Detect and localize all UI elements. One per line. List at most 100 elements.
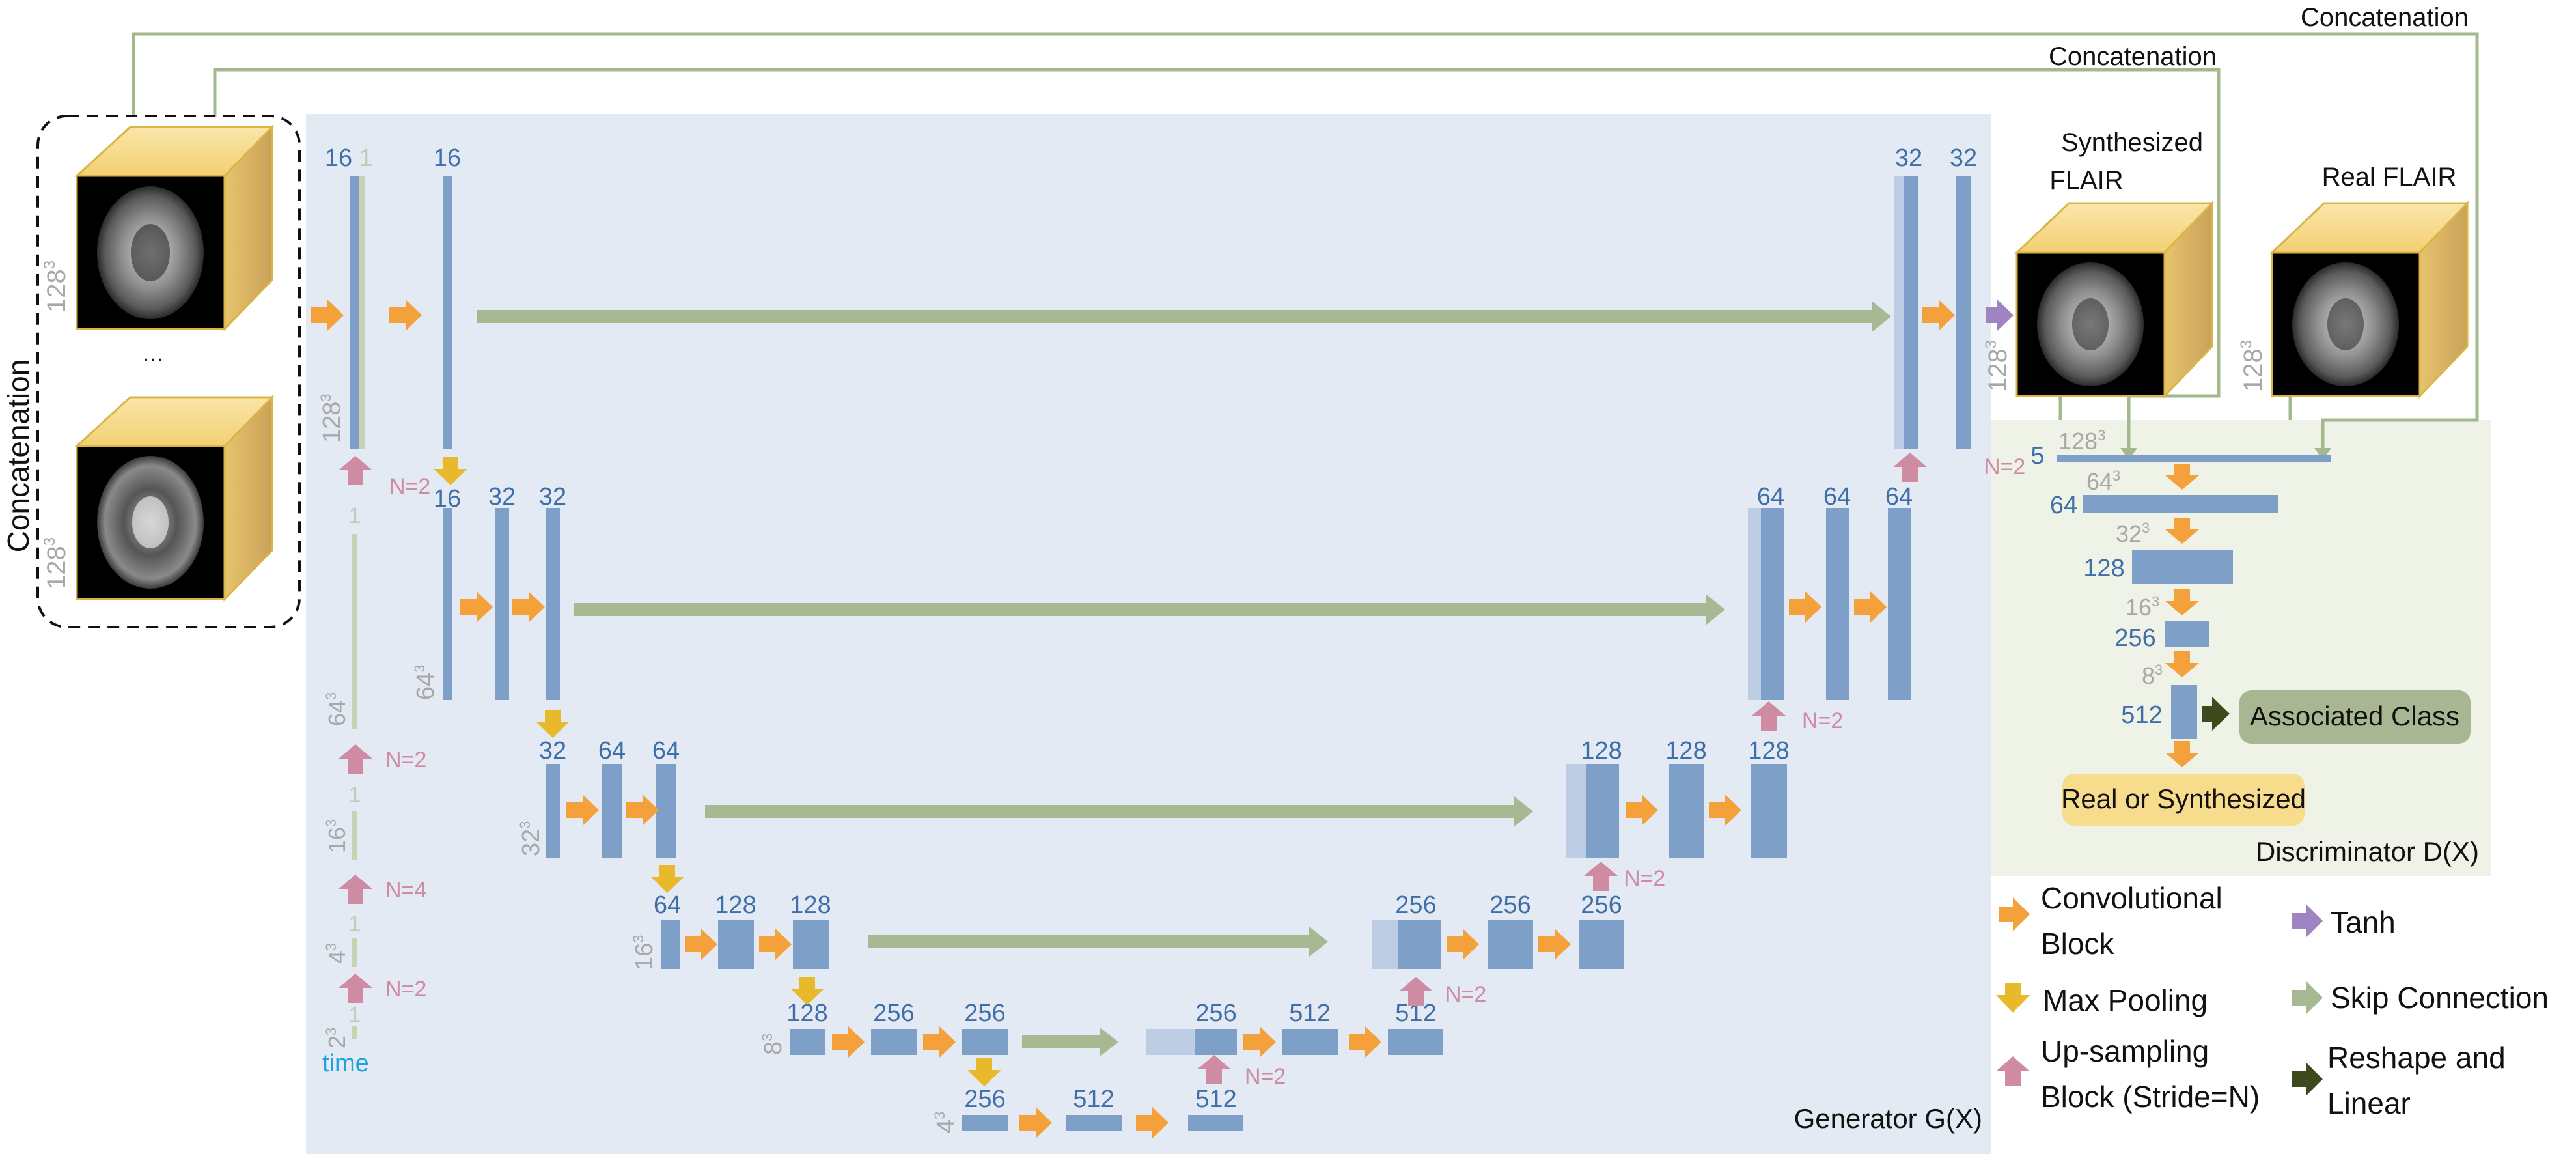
legend-reshape-line2: Linear [2327, 1086, 2411, 1120]
real-flair-label: Real FLAIR [2322, 163, 2457, 191]
disc1-size: 1283 [2058, 427, 2105, 455]
disc2-channels: 64 [2050, 492, 2077, 519]
synthesized-label-line2: FLAIR [2049, 166, 2123, 195]
dec3-features [1566, 764, 1787, 858]
upsample-stride-dec2: N=2 [1984, 455, 2025, 479]
concatenation-connectors [132, 32, 2479, 456]
disc3-size: 323 [2116, 520, 2150, 547]
input-group-frame [36, 115, 301, 628]
disc4-size: 163 [2126, 593, 2159, 621]
time-label: time [322, 1050, 369, 1077]
generator-label: Generator G(X) [1794, 1103, 1982, 1134]
enc3b-channels: 64 [598, 737, 626, 765]
enc4c-channels: 128 [790, 892, 831, 919]
dec1a-channels: 32 [1895, 145, 1922, 172]
upsample-stride-dec4: N=2 [1624, 866, 1665, 891]
enc5b-channels: 256 [873, 1000, 914, 1027]
real-flair-cube [2269, 201, 2470, 399]
dec1b-channels: 32 [1950, 145, 1977, 172]
dec3b-channels: 128 [1665, 737, 1706, 765]
enc5c-channels: 256 [964, 1000, 1005, 1027]
enc5-features [790, 1029, 1008, 1055]
enc2-features [352, 508, 560, 729]
enc3-features [546, 764, 676, 858]
synthesized-label-line1: Synthesized [2061, 128, 2203, 157]
time-d-size: 23 [323, 1028, 350, 1048]
legend-tanh-icon [2292, 904, 2323, 938]
upsample-stride-dec-bott: N=2 [1245, 1064, 1286, 1089]
dec1-features [1894, 176, 1971, 449]
tanh-arrow [1986, 300, 2014, 331]
legend-maxpool-icon [1996, 983, 2030, 1013]
time-c-size: 43 [323, 943, 350, 964]
upsample-stride-gen-first: N=2 [389, 474, 430, 499]
concat-label-top: Concatenation [2301, 3, 2469, 32]
dec2b-channels: 64 [1823, 483, 1851, 511]
upsample-stride-dec5: N=2 [1445, 982, 1486, 1007]
time-a-size: 643 [323, 692, 350, 726]
disc5-size: 83 [2142, 662, 2163, 689]
real-cube-size: 1283 [2237, 340, 2267, 392]
enc4b-channels: 128 [715, 892, 756, 919]
legend-skip-icon [2292, 981, 2323, 1015]
enc3c-channels: 64 [652, 737, 680, 765]
conv-arrows [311, 300, 2199, 1138]
real-or-synthesized-label: Real or Synthesized [2061, 783, 2306, 814]
input-cube-2 [74, 395, 275, 602]
real-or-synthesized-box [2062, 774, 2305, 826]
enc1a-channels: 16 [325, 145, 352, 172]
disc5-channels: 512 [2121, 701, 2162, 729]
associated-class-box [2239, 690, 2471, 744]
dec3c-channels: 128 [1748, 737, 1789, 765]
upsample-stride-dec3: N=2 [1802, 709, 1843, 733]
enc2a-channels: 16 [434, 485, 461, 513]
enc1c-channels: 16 [434, 145, 461, 172]
dec4a-channels: 256 [1395, 892, 1436, 919]
enc5-size: 83 [759, 1034, 787, 1055]
enc1-features [350, 176, 452, 449]
enc3-size: 323 [517, 821, 545, 856]
legend: Convolutional Block Tanh Max Pooling Ski… [1996, 881, 2549, 1120]
legend-upsample-line1: Up-sampling [2041, 1034, 2209, 1068]
legend-upsample-line2: Block (Stride=N) [2041, 1080, 2260, 1114]
legend-maxpool: Max Pooling [2043, 983, 2208, 1017]
dec2-features [1748, 508, 1911, 700]
legend-tanh: Tanh [2331, 905, 2396, 939]
upsample-stride-time-b: N=4 [385, 878, 426, 903]
reshape-linear-arrow [2202, 697, 2230, 731]
time-b-size: 163 [323, 819, 350, 853]
time4-channels: 1 [349, 1003, 361, 1028]
enc4a-channels: 64 [654, 892, 681, 919]
enc1-size: 1283 [318, 393, 346, 443]
time2-channels: 1 [349, 783, 361, 808]
dec5b-channels: 512 [1289, 1000, 1330, 1027]
dec5a-channels: 256 [1195, 1000, 1236, 1027]
cube-2-size: 1283 [41, 537, 71, 589]
enc3a-channels: 32 [539, 737, 566, 765]
dec2a-channels: 64 [1757, 483, 1784, 511]
discriminator-features [2057, 455, 2331, 739]
concat-label-second: Concatenation [2049, 42, 2217, 71]
legend-conv-line1: Convolutional [2041, 881, 2223, 915]
dec4-features [1372, 920, 1624, 969]
synthesized-flair-cube [2014, 201, 2215, 399]
bott-size: 43 [932, 1112, 960, 1133]
time3-channels: 1 [349, 912, 361, 936]
legend-skip: Skip Connection [2331, 981, 2549, 1015]
enc4-features [661, 920, 829, 969]
dec4b-channels: 256 [1489, 892, 1530, 919]
legend-reshape-icon [2292, 1062, 2323, 1096]
disc3-channels: 128 [2083, 555, 2124, 582]
dec4c-channels: 256 [1581, 892, 1622, 919]
skip-connections [477, 301, 1891, 1056]
discriminator-label: Discriminator D(X) [2256, 836, 2479, 867]
enc2c-channels: 32 [539, 483, 566, 511]
input-ellipsis: ... [142, 339, 163, 367]
legend-conv-icon [1999, 897, 2030, 931]
concat-label-left: Concatenation [1, 359, 35, 553]
dec3a-channels: 128 [1581, 737, 1622, 765]
upsample-stride-time-a: N=2 [385, 748, 426, 772]
bott-b-channels: 512 [1073, 1086, 1114, 1113]
time-embedding-bars [352, 811, 357, 1039]
